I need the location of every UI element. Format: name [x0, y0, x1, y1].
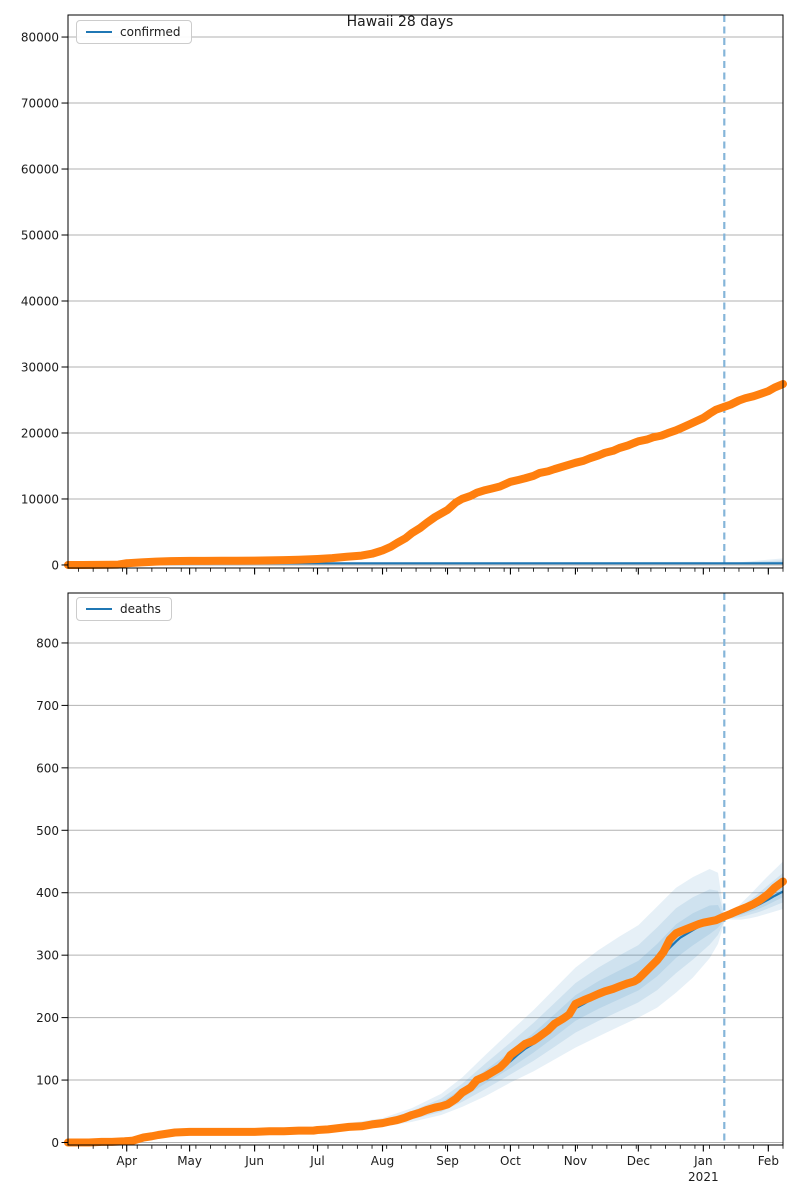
x-year-label: 2021 — [688, 1170, 719, 1184]
confidence-band — [724, 872, 783, 919]
y-tick-label: 0 — [51, 1136, 59, 1150]
y-tick-label: 0 — [51, 558, 59, 572]
y-tick-label: 80000 — [21, 31, 59, 45]
x-tick-label: Nov — [564, 1154, 587, 1168]
x-tick-label: Jun — [244, 1154, 264, 1168]
y-tick-label: 10000 — [21, 492, 59, 506]
confidence-band — [68, 889, 725, 1143]
x-tick-label: Jan — [693, 1154, 713, 1168]
y-tick-label: 800 — [36, 636, 59, 650]
y-tick-label: 70000 — [21, 97, 59, 111]
y-tick-label: 400 — [36, 886, 59, 900]
confidence-band — [724, 861, 783, 920]
x-tick-label: Oct — [500, 1154, 521, 1168]
legend-label-deaths: deaths — [120, 602, 161, 616]
legend-line-sample — [86, 31, 112, 33]
y-tick-label: 60000 — [21, 163, 59, 177]
chart-confirmed: 0 10000 20000 30000 40000 50000 60000 70000 8000… — [21, 14, 787, 575]
legend-deaths[interactable]: deaths — [76, 597, 172, 621]
y-tick-label: 200 — [36, 1011, 59, 1025]
legend-confirmed[interactable]: confirmed — [76, 20, 192, 44]
confirmed-actual-line — [64, 380, 787, 569]
axes-spines — [67, 592, 784, 1146]
chart-title: Hawaii 28 days — [346, 14, 454, 30]
x-tick-label: Aug — [371, 1154, 394, 1168]
chart-deaths: 0 100 200 300 400 500 600 700 800 Apr May Jun Jul Aug… — [36, 592, 787, 1184]
x-tick-label: Dec — [627, 1154, 650, 1168]
legend-line-sample — [86, 608, 112, 610]
x-tick-label: Sep — [436, 1154, 459, 1168]
x-tick-label: May — [177, 1154, 202, 1168]
x-tick-label: Apr — [116, 1154, 137, 1168]
legend-label-confirmed: confirmed — [120, 25, 181, 39]
x-tick-label: Feb — [758, 1154, 779, 1168]
y-tick-label: 20000 — [21, 426, 59, 440]
y-tick-label: 300 — [36, 949, 59, 963]
x-tick-label: Jul — [309, 1154, 324, 1168]
confidence-band — [68, 869, 725, 1143]
y-tick-label: 40000 — [21, 295, 59, 309]
y-tick-label: 700 — [36, 699, 59, 713]
y-tick-label: 100 — [36, 1074, 59, 1088]
confidence-band — [724, 881, 783, 919]
y-tick-label: 500 — [36, 824, 59, 838]
y-tick-label: 600 — [36, 761, 59, 775]
y-tick-label: 50000 — [21, 229, 59, 243]
deaths-actual-line — [64, 877, 787, 1147]
axes-spines — [67, 14, 784, 569]
y-tick-label: 30000 — [21, 360, 59, 374]
